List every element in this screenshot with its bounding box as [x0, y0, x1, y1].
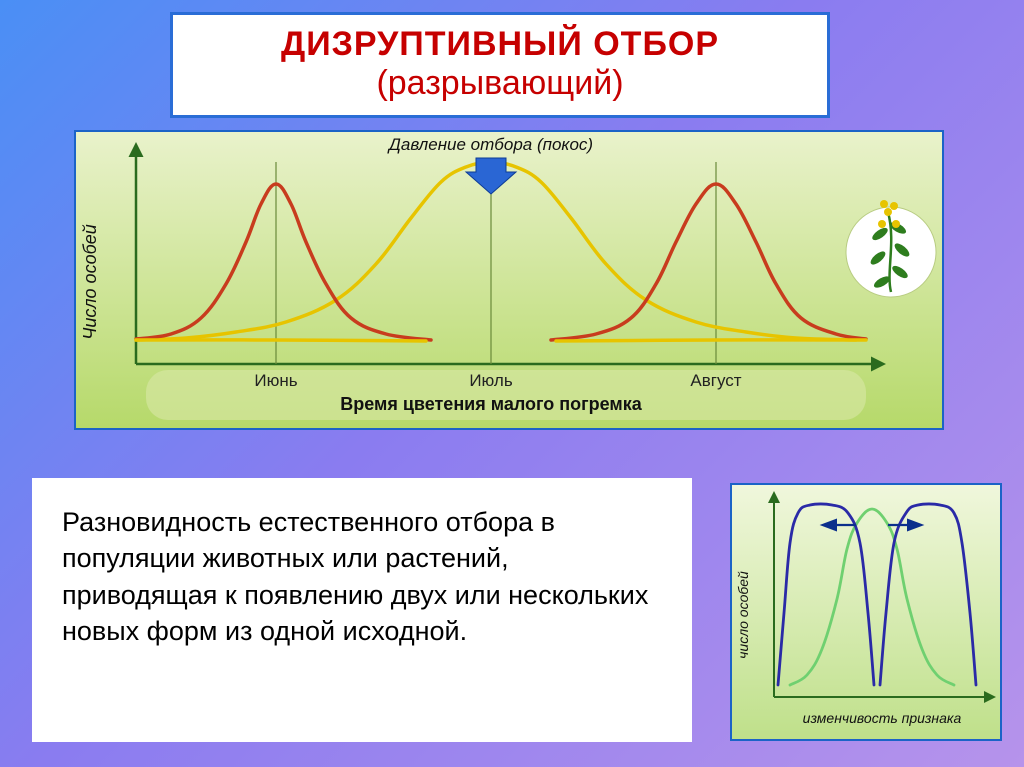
- svg-text:Июнь: Июнь: [254, 371, 297, 390]
- svg-text:число особей: число особей: [735, 571, 751, 659]
- svg-text:Число особей: Число особей: [80, 224, 100, 339]
- svg-text:Август: Август: [690, 371, 741, 390]
- svg-text:Давление отбора (покос): Давление отбора (покос): [387, 135, 593, 154]
- title-box: ДИЗРУПТИВНЫЙ ОТБОР (разрывающий): [170, 12, 830, 118]
- description-panel: Разновидность естественного отбора в поп…: [32, 478, 692, 742]
- svg-text:изменчивость признака: изменчивость признака: [803, 710, 962, 726]
- svg-text:Июль: Июль: [469, 371, 513, 390]
- title-line-1: ДИЗРУПТИВНЫЙ ОТБОР: [191, 25, 809, 64]
- mini-chart-svg: число особей изменчивость признака: [732, 485, 1000, 739]
- title-line-2: (разрывающий): [191, 64, 809, 103]
- main-chart: Число особей Давление отбора (покос) Июнь И…: [74, 130, 944, 430]
- main-chart-svg: Число особей Давление отбора (покос) Июнь И…: [76, 132, 942, 428]
- mini-chart: число особей изменчивость признака: [730, 483, 1002, 741]
- svg-text:Время цветения малого погремка: Время цветения малого погремка: [340, 394, 643, 414]
- description-text: Разновидность естественного отбора в поп…: [62, 507, 648, 646]
